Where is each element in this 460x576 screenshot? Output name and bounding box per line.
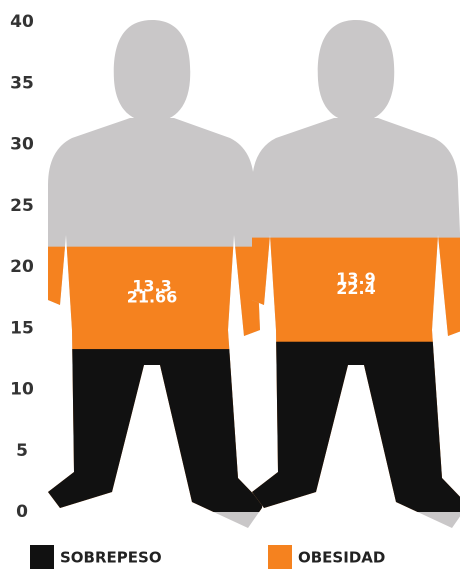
y-tick-label: 20 [10,257,34,277]
value-label: 21.66 [127,287,178,306]
value-label: 22.4 [336,279,375,298]
y-tick-label: 35 [10,73,34,93]
y-tick-label: 10 [10,380,34,400]
y-tick-label: 40 [10,12,34,32]
chart: 051015202530354013.321.66201213.922.4201… [0,0,460,576]
legend-swatch [268,545,292,569]
y-tick-label: 25 [10,196,34,216]
y-tick-label: 30 [10,135,34,155]
legend-label: OBESIDAD [298,549,385,567]
y-tick-label: 0 [16,502,28,522]
y-tick-label: 15 [10,318,34,338]
x-tick-label: 2016 [332,480,379,500]
y-tick-label: 5 [16,441,28,461]
x-tick-label: 2012 [128,480,175,500]
legend-label: SOBREPESO [60,549,162,567]
legend-swatch [30,545,54,569]
